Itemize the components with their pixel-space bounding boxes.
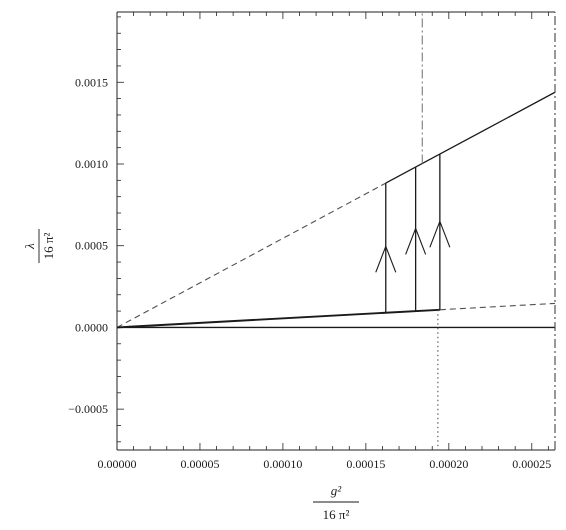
x-tick-label: 0.00015	[346, 457, 385, 471]
y-tick-label: 0.0010	[75, 157, 108, 171]
y-tick-label: 0.0000	[75, 320, 108, 334]
transition-arrow-2	[405, 226, 427, 255]
x-tick-label: 0.00020	[429, 457, 468, 471]
x-tick-label: 0.00000	[98, 457, 137, 471]
y-axis-label: λ 16 π²	[22, 229, 56, 263]
y-axis-label-numerator: λ	[22, 243, 37, 250]
y-tick-label: 0.0015	[75, 75, 108, 89]
curve-segment-1	[116, 182, 387, 328]
curve-segment-2	[385, 91, 556, 184]
x-tick-label: 0.00005	[180, 457, 219, 471]
x-axis-label: g² 16 π²	[313, 483, 359, 522]
x-tick-label: 0.00025	[512, 457, 551, 471]
transition-arrow-3	[429, 219, 451, 248]
y-tick-label: −0.0005	[68, 402, 108, 416]
y-axis-label-denominator: 16 π²	[41, 233, 56, 260]
transition-arrow-1	[375, 244, 397, 273]
x-axis-label-numerator: g²	[331, 483, 343, 498]
y-tick-label: 0.0005	[75, 239, 108, 253]
x-axis-label-denominator: 16 π²	[323, 507, 350, 522]
x-tick-label: 0.00010	[263, 457, 302, 471]
plot-area: 0.00000 0.00005 0.00010 0.00015 0.00020 0.000…	[68, 11, 556, 471]
